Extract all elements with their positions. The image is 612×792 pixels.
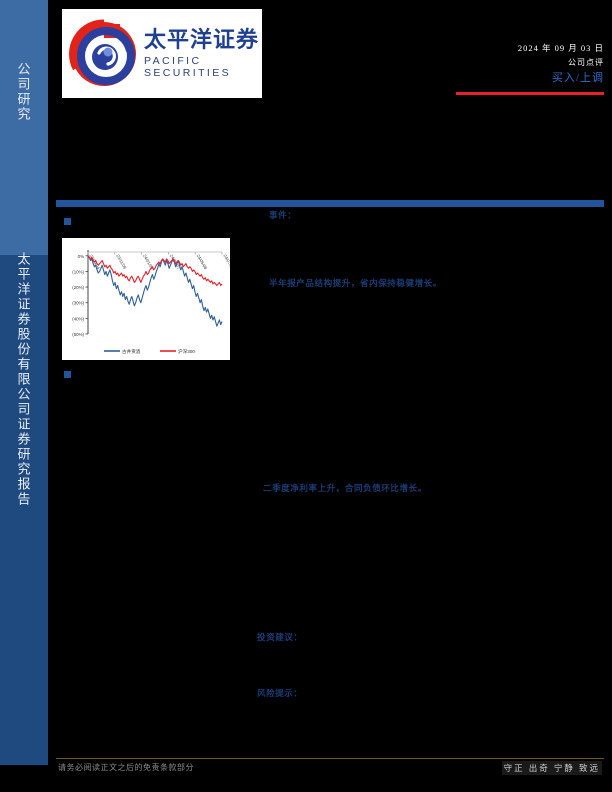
chart-series-group bbox=[87, 255, 223, 327]
heading-highlight-1: 半年报产品结构提升，省内保持稳健增长。 bbox=[269, 278, 442, 288]
heading-investment-advice: 投资建议： bbox=[257, 632, 303, 642]
footer-disclaimer: 请务必阅读正文之后的免责条款部分 bbox=[58, 763, 194, 772]
footer-slogan: 守正 出奇 宁静 致远 bbox=[501, 761, 602, 775]
report-date: 2024 年 09 月 03 日 bbox=[517, 43, 604, 53]
legend-label: 古井贡酒 bbox=[122, 348, 141, 355]
chart-y-tick-label: (30%) bbox=[72, 301, 84, 306]
sidebar-section-report-title bbox=[0, 255, 48, 765]
logo-svg bbox=[69, 18, 140, 90]
chart-y-tick-label: (20%) bbox=[72, 285, 84, 290]
report-kind: 公司点评 bbox=[568, 57, 604, 67]
heading-risk-warning: 风险提示： bbox=[257, 688, 303, 698]
logo-wordmark: 太平洋证券 PACIFIC SECURITIES bbox=[144, 26, 262, 80]
sidebar-label-company-research: 公司研究 bbox=[15, 62, 31, 122]
logo-english-name: PACIFIC SECURITIES bbox=[144, 55, 232, 80]
company-logo: 太平洋证券 PACIFIC SECURITIES bbox=[62, 9, 262, 98]
pacific-securities-logo-icon bbox=[68, 18, 140, 90]
sidebar-footer-spacer bbox=[0, 765, 48, 792]
bullet-marker-1 bbox=[64, 218, 71, 225]
chart-line-古井贡酒 bbox=[87, 255, 223, 327]
section-divider-bar bbox=[56, 200, 604, 207]
chart-y-tick-label: 0% bbox=[78, 254, 84, 259]
chart-y-tick-label: (10%) bbox=[72, 269, 84, 274]
header-meta-block: 2024 年 09 月 03 日 公司点评 买入/上调 bbox=[344, 42, 604, 86]
heading-event: 事件： bbox=[269, 210, 297, 220]
heading-highlight-2: 二季度净利率上升，合同负债环比增长。 bbox=[263, 483, 427, 493]
legend-label: 沪深300 bbox=[178, 348, 195, 355]
footer-divider bbox=[56, 758, 604, 759]
chart-svg: 0%(10%)(20%)(30%)(40%)(50%) 23/09/04 23/1… bbox=[62, 238, 230, 360]
sidebar-label-report-title: 太平洋证券股份有限公司证券研究报告 bbox=[15, 252, 31, 507]
document-page: 太平洋证券 PACIFIC SECURITIES 2024 年 09 月 03 … bbox=[48, 0, 612, 792]
chart-x-tick-label: 24/07/09 bbox=[223, 254, 230, 271]
chart-line-沪深300 bbox=[87, 255, 223, 287]
bullet-marker-2 bbox=[64, 371, 71, 378]
relative-performance-chart: 0% (10%) (20%) (30%) (40%) (50%) 23/09/04 23/1… bbox=[62, 238, 230, 360]
chart-y-tick-label: (50%) bbox=[72, 332, 84, 337]
chart-legend: 古井贡酒 沪深300 bbox=[104, 348, 195, 355]
left-sidebar: 公司研究 太平洋证券股份有限公司证券研究报告 bbox=[0, 0, 48, 792]
rating-underline-rule bbox=[456, 92, 604, 95]
chart-y-tick-label: (40%) bbox=[72, 316, 84, 321]
logo-chinese-name: 太平洋证券 bbox=[144, 26, 260, 52]
sidebar-section-company-research bbox=[0, 0, 48, 255]
rating-badge: 买入/上调 bbox=[551, 71, 604, 84]
